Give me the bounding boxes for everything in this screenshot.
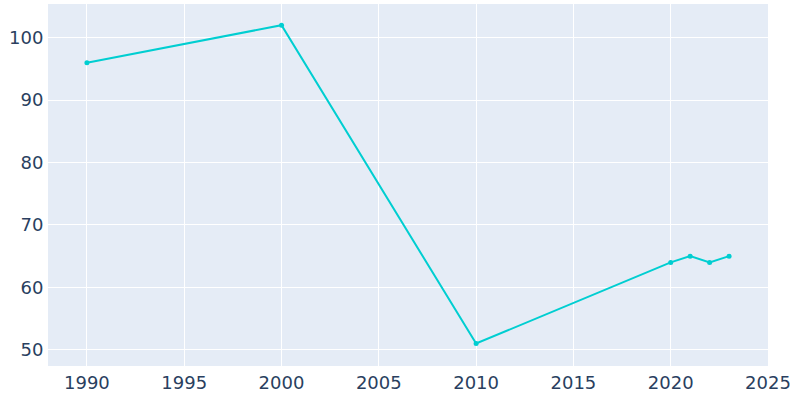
- svg-text:2025: 2025: [745, 372, 791, 393]
- svg-text:50: 50: [20, 339, 43, 360]
- svg-text:2000: 2000: [259, 372, 305, 393]
- svg-text:80: 80: [20, 152, 43, 173]
- svg-text:2010: 2010: [453, 372, 499, 393]
- svg-text:1995: 1995: [161, 372, 207, 393]
- svg-text:100: 100: [9, 27, 43, 48]
- svg-text:70: 70: [20, 214, 43, 235]
- svg-text:1990: 1990: [64, 372, 110, 393]
- svg-text:2005: 2005: [356, 372, 402, 393]
- svg-text:60: 60: [20, 277, 43, 298]
- svg-text:90: 90: [20, 89, 43, 110]
- svg-text:2020: 2020: [648, 372, 694, 393]
- svg-text:2015: 2015: [551, 372, 597, 393]
